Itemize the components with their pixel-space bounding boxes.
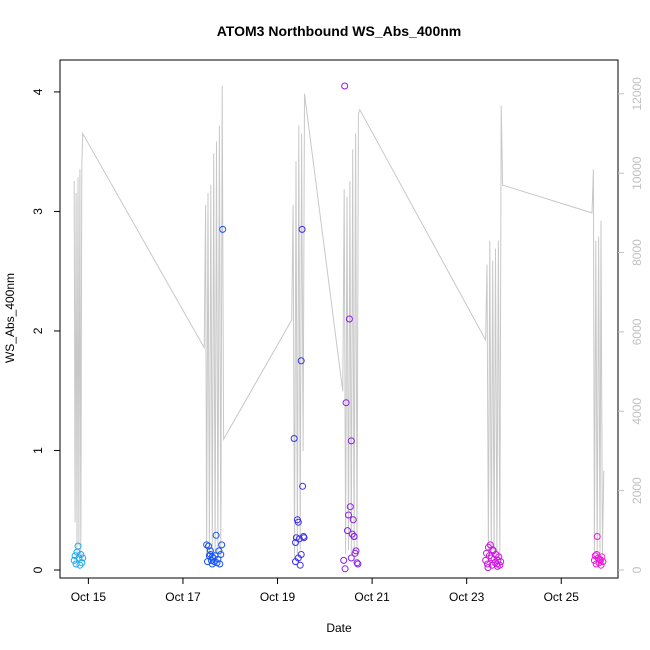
data-point [345, 315, 353, 323]
data-point [341, 82, 349, 90]
data-point [294, 554, 302, 562]
data-point [290, 435, 298, 442]
data-point [300, 534, 308, 542]
data-point [297, 357, 305, 365]
data-point [354, 560, 362, 568]
y2-tick-label: 6000 [630, 318, 644, 345]
data-point [482, 556, 490, 564]
data-point [296, 561, 304, 569]
data-point [206, 547, 214, 555]
x-tick-label: Oct 21 [354, 590, 390, 604]
data-point [79, 554, 87, 562]
data-point [489, 546, 497, 554]
data-point [495, 553, 503, 561]
data-point [74, 542, 82, 550]
data-point [294, 518, 302, 526]
data-point [217, 551, 225, 558]
y2-tick-label: 4000 [630, 398, 644, 425]
data-point [216, 560, 224, 568]
data-point [219, 225, 227, 233]
data-point [205, 542, 212, 550]
data-point [341, 565, 349, 573]
data-point [493, 562, 501, 570]
y-axis-right: 0 2000 4000 6000 8000 10000 12000 [618, 77, 644, 573]
chart-title: ATOM3 Northbound WS_Abs_400nm [217, 23, 462, 39]
data-point [597, 556, 604, 564]
data-point [593, 551, 601, 558]
y-tick-label: 4 [31, 88, 45, 95]
data-point [346, 503, 354, 511]
data-point [208, 553, 216, 561]
data-point [342, 399, 350, 407]
data-point [298, 225, 306, 233]
data-point [347, 554, 355, 562]
data-point [347, 437, 355, 445]
data-point [72, 560, 80, 568]
data-point [215, 547, 223, 555]
scatter-points-layer [70, 82, 607, 573]
data-point [344, 527, 351, 535]
data-point [353, 559, 361, 567]
data-point [594, 554, 602, 562]
x-axis: Oct 15 Oct 17 Oct 19 Oct 21 Oct 23 Oct 25 [71, 578, 580, 604]
data-point [340, 556, 348, 564]
data-point [299, 482, 307, 490]
y2-tick-label: 12000 [630, 77, 644, 111]
data-point [484, 560, 491, 568]
x-tick-label: Oct 23 [449, 590, 485, 604]
data-point [292, 539, 299, 546]
x-tick-label: Oct 19 [260, 590, 296, 604]
y-tick-label: 2 [31, 327, 45, 334]
x-tick-label: Oct 25 [544, 590, 580, 604]
data-point [212, 531, 220, 539]
y2-tick-label: 0 [630, 566, 644, 573]
data-point [497, 558, 505, 566]
data-point [77, 551, 85, 558]
data-point [485, 552, 493, 560]
line-series-layer [73, 85, 605, 559]
y-tick-label: 1 [31, 447, 45, 454]
x-axis-label: Date [326, 621, 352, 635]
data-point [349, 516, 357, 524]
y-tick-label: 3 [31, 208, 45, 215]
data-point [218, 541, 226, 549]
data-point [350, 533, 358, 540]
data-point [345, 511, 352, 519]
y-axis-label: WS_Abs_400nm [3, 273, 17, 363]
y-tick-label: 0 [31, 566, 45, 573]
data-point [203, 541, 211, 549]
secondary-line-series [73, 85, 605, 559]
x-tick-label: Oct 17 [165, 590, 201, 604]
y2-tick-label: 2000 [630, 477, 644, 504]
y-axis-left: 0 1 2 3 4 [31, 88, 60, 573]
data-point [593, 533, 601, 540]
data-point [78, 559, 86, 567]
plot-frame [59, 59, 619, 579]
y2-tick-label: 10000 [630, 156, 644, 190]
data-point [352, 547, 360, 555]
data-point [484, 564, 492, 572]
data-point [597, 561, 605, 569]
x-tick-label: Oct 15 [71, 590, 107, 604]
y2-tick-label: 8000 [630, 239, 644, 266]
